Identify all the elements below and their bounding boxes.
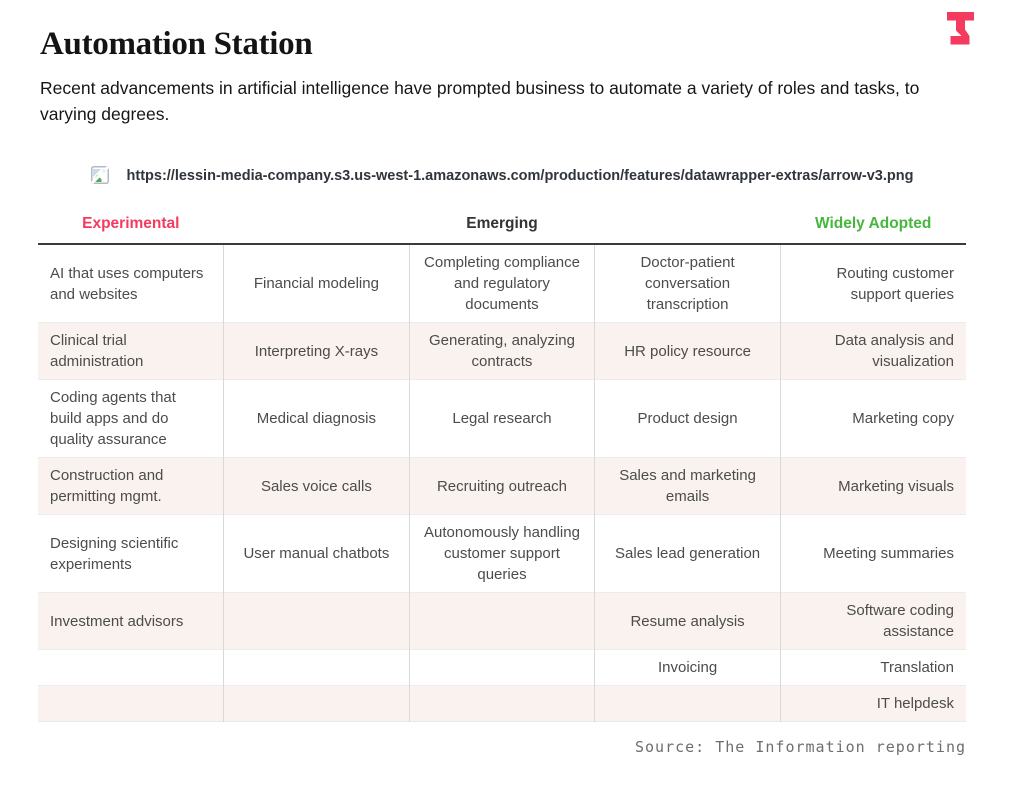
- table-cell: Marketing visuals: [779, 457, 966, 515]
- table-cell: Routing customer support queries: [779, 244, 966, 323]
- table-cell: [594, 685, 781, 722]
- table-cell: Clinical trial administration: [38, 322, 224, 380]
- table-row: Clinical trial administration Interpretin…: [38, 322, 966, 380]
- broken-image-region: https://lessin-media-company.s3.us-west-…: [38, 165, 966, 201]
- table-cell: [223, 592, 410, 650]
- table-body: AI that uses computers and websites Finan…: [38, 244, 966, 722]
- table-cell: HR policy resource: [594, 322, 781, 380]
- table-cell: Meeting summaries: [779, 514, 966, 593]
- table-row: Invoicing Translation: [38, 649, 966, 686]
- table-cell: Sales voice calls: [223, 457, 410, 515]
- table-cell: IT helpdesk: [779, 685, 966, 722]
- table-cell: Legal research: [408, 379, 595, 458]
- table-cell: Data analysis and visualization: [779, 322, 966, 380]
- table-cell: Construction and permitting mgmt.: [38, 457, 224, 515]
- the-information-logo-icon: [947, 12, 974, 45]
- table-cell: [38, 649, 224, 686]
- table-cell: Coding agents that build apps and do qua…: [38, 379, 224, 458]
- table-cell: Medical diagnosis: [223, 379, 410, 458]
- page-title: Automation Station: [40, 26, 313, 62]
- table-row: IT helpdesk: [38, 685, 966, 722]
- table-cell: Interpreting X-rays: [223, 322, 410, 380]
- table-row: Designing scientific experiments User man…: [38, 514, 966, 593]
- table-cell: Translation: [779, 649, 966, 686]
- datawrapper-figure: https://lessin-media-company.s3.us-west-…: [38, 165, 966, 756]
- table-row: Investment advisors Resume analysis Softwa…: [38, 592, 966, 650]
- source-credit: Source: The Information reporting: [634, 738, 966, 756]
- page-subtitle: Recent advancements in artificial intell…: [40, 78, 920, 124]
- table-cell: Generating, analyzing contracts: [408, 322, 595, 380]
- table-cell: Sales and marketing emails: [594, 457, 781, 515]
- column-header-empty: [223, 209, 410, 245]
- table-cell: Invoicing: [594, 649, 781, 686]
- table-cell: [223, 685, 410, 722]
- broken-image-alt-text: https://lessin-media-company.s3.us-west-…: [126, 168, 914, 184]
- column-header-widely-adopted: Widely Adopted: [780, 209, 966, 245]
- table-cell: Designing scientific experiments: [38, 514, 224, 593]
- table-cell: Financial modeling: [223, 244, 410, 323]
- table-cell: Doctor-patient conversation transcriptio…: [594, 244, 781, 323]
- column-header-experimental: Experimental: [38, 209, 224, 245]
- table-cell: User manual chatbots: [223, 514, 410, 593]
- table-cell: Resume analysis: [594, 592, 781, 650]
- table-cell: [223, 649, 410, 686]
- column-header-emerging: Emerging: [409, 209, 595, 245]
- broken-image-icon: [90, 165, 109, 185]
- table-cell: [408, 685, 595, 722]
- table-cell: [38, 685, 224, 722]
- table-cell: Recruiting outreach: [408, 457, 595, 515]
- table-cell: Completing compliance and regulatory doc…: [408, 244, 595, 323]
- table-cell: [408, 649, 595, 686]
- automation-table: Experimental Emerging Widely Adopted AI th…: [38, 209, 966, 722]
- page: Automation Station Recent advancements i…: [38, 12, 974, 756]
- table-cell: AI that uses computers and websites: [50, 264, 204, 303]
- column-header-empty: [594, 209, 781, 245]
- table-row: AI that uses computers and websites Finan…: [38, 244, 966, 323]
- table-cell: Autonomously handling customer support q…: [408, 514, 595, 593]
- table-cell: Marketing copy: [779, 379, 966, 458]
- table-cell: Software coding assistance: [779, 592, 966, 650]
- table-cell: [408, 592, 595, 650]
- table-row: Construction and permitting mgmt. Sales v…: [38, 457, 966, 515]
- table-row: Coding agents that build apps and do qua…: [38, 379, 966, 458]
- table-cell: Product design: [594, 379, 781, 458]
- table-header-row: Experimental Emerging Widely Adopted: [38, 209, 966, 245]
- table-header: Experimental Emerging Widely Adopted: [38, 209, 966, 245]
- table-cell: Sales lead generation: [594, 514, 781, 593]
- table-cell: Investment advisors: [38, 592, 224, 650]
